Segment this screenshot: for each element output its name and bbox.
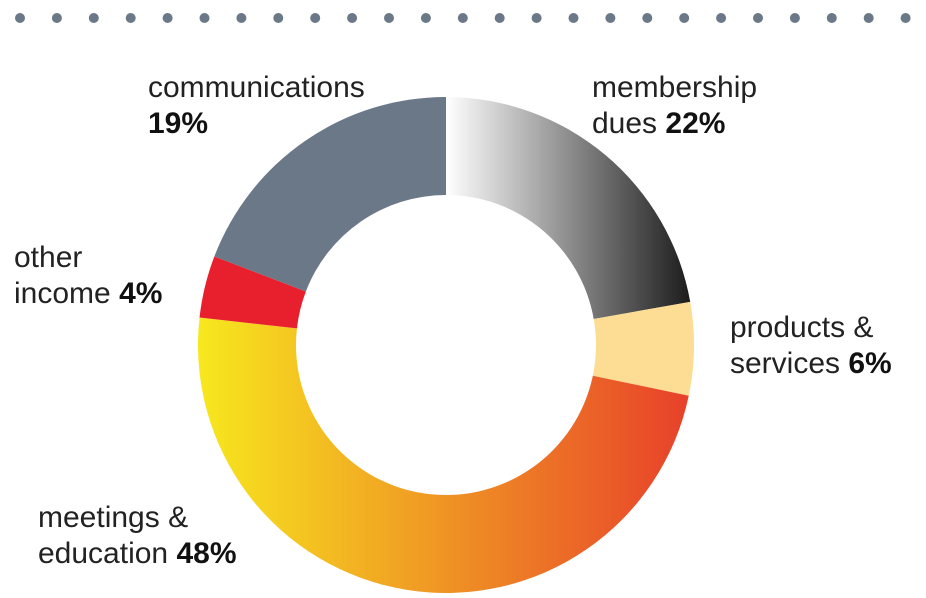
decor-dot	[384, 13, 394, 23]
decor-dot	[457, 13, 468, 23]
decor-dot	[494, 13, 505, 23]
decor-dot	[716, 13, 727, 23]
decor-dot	[347, 13, 358, 23]
category-name: meetings & education	[38, 501, 189, 570]
decor-dot	[789, 13, 800, 23]
decor-dot	[531, 13, 542, 23]
category-name: membership dues	[592, 71, 758, 140]
decor-dot	[162, 13, 173, 23]
decor-dot	[568, 13, 579, 23]
decor-dot	[15, 13, 25, 23]
decor-dot	[642, 13, 653, 23]
category-name: products & services	[730, 311, 874, 380]
decor-dot	[199, 13, 210, 23]
donut-slice	[198, 317, 689, 593]
decor-dot	[273, 13, 284, 23]
decor-dot	[826, 13, 837, 23]
decor-dot	[420, 13, 431, 23]
decor-dot	[605, 13, 616, 23]
donut-slice	[592, 301, 694, 396]
decor-dot	[753, 13, 763, 23]
donut-slice	[214, 97, 446, 292]
decor-dot	[310, 13, 321, 23]
decor-dot	[51, 13, 62, 23]
decor-dot	[88, 13, 99, 23]
decor-dot	[900, 13, 911, 23]
slice-label: meetings & education 48%	[38, 500, 268, 572]
slice-label: communications 19%	[148, 70, 378, 142]
slice-label: other income 4%	[14, 240, 174, 312]
value-label: 6%	[848, 347, 892, 380]
category-name: other income	[14, 241, 111, 310]
slice-label: membership dues 22%	[592, 70, 792, 142]
value-label: 48%	[176, 537, 237, 570]
value-label: 19%	[148, 107, 209, 140]
decor-dot	[863, 13, 874, 23]
value-label: 22%	[665, 107, 726, 140]
category-name: communications	[148, 71, 365, 104]
value-label: 4%	[119, 277, 163, 310]
decor-dot	[125, 13, 136, 23]
decor-dot	[236, 13, 247, 23]
donut-slice	[199, 256, 306, 329]
slice-label: products & services 6%	[730, 310, 910, 382]
decor-dot	[679, 13, 690, 23]
donut-slice	[446, 97, 691, 319]
